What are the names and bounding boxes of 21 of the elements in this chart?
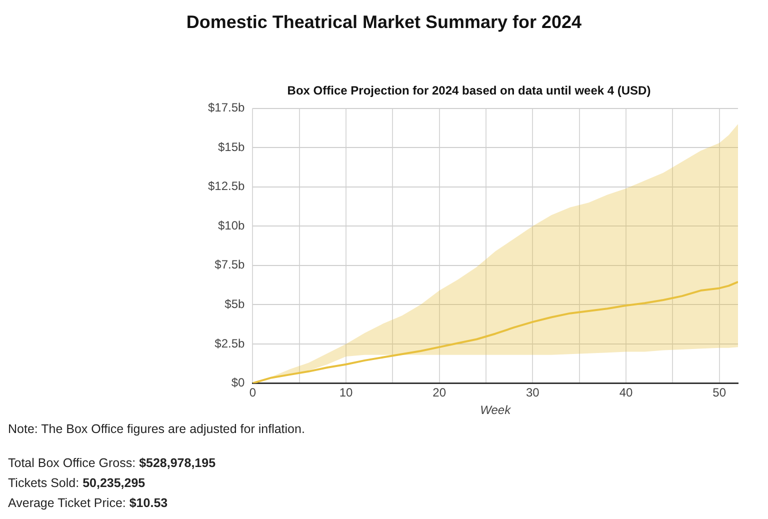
chart-title: Domestic Theatrical Market Summary for 2024: [185, 12, 583, 33]
x-tick-label: 20: [432, 386, 446, 400]
y-tick-label: $17.5b: [208, 100, 246, 115]
text: Total Box Office Gross: $528,978,195: [8, 455, 217, 472]
x-tick-label: 40: [619, 386, 634, 400]
x-tick-label: 30: [526, 386, 540, 400]
y-tick-label: $0: [231, 376, 246, 390]
text: Average Ticket Price: $10.53: [8, 495, 169, 512]
y-tick-label: $10b: [218, 218, 246, 232]
y-tick-label: $7.5b: [214, 258, 246, 272]
y-tick-label: $12.5b: [208, 179, 246, 194]
x-axis-title: Week: [480, 403, 512, 418]
x-tick-label: 10: [339, 386, 354, 400]
text: Note: The Box Office figures are adjusted for inflation.: [8, 421, 305, 438]
y-tick-label: $15b: [218, 140, 246, 154]
y-tick-label: $2.5b: [214, 336, 246, 350]
y-tick-label: $5b: [224, 297, 246, 311]
chart-subtitle: Box Office Projection for 2024 based on data until week 4 (USD): [287, 84, 651, 98]
x-tick-label: 50: [712, 386, 726, 400]
text: Tickets Sold: 50,235,295: [8, 475, 146, 492]
x-tick-label: 0: [249, 386, 256, 400]
